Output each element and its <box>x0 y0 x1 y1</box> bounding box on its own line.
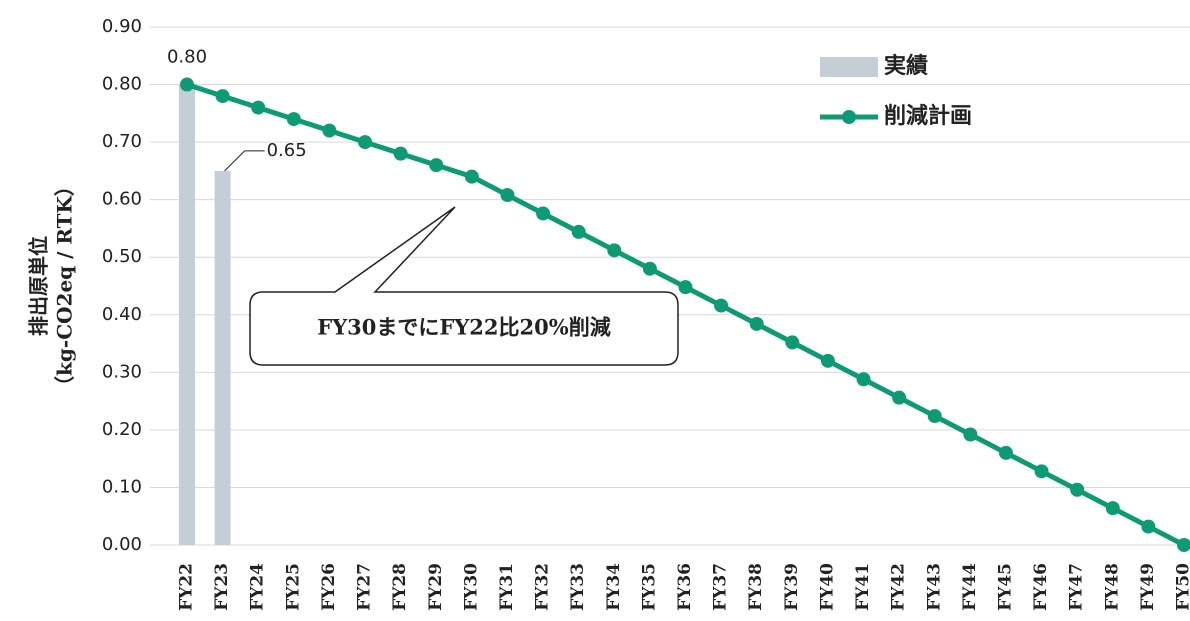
x-tick-label: FY41 <box>853 563 873 611</box>
marker <box>1034 464 1049 479</box>
marker <box>998 445 1013 460</box>
marker <box>749 316 764 331</box>
marker <box>1141 519 1156 534</box>
y-tick-label: 0.10 <box>102 476 142 497</box>
y-label-line: （kg-CO2eq / RTK） <box>53 176 77 396</box>
marker <box>607 243 622 258</box>
x-tick-label: FY40 <box>817 563 837 611</box>
y-tick-label: 0.80 <box>102 74 142 95</box>
data-label: 0.80 <box>167 47 207 68</box>
x-tick-label: FY48 <box>1102 563 1122 611</box>
marker <box>464 169 479 184</box>
x-tick-label: FY49 <box>1138 563 1158 611</box>
marker <box>856 372 871 387</box>
marker <box>1177 538 1190 552</box>
y-tick-label: 0.20 <box>102 419 142 440</box>
x-tick-label: FY34 <box>604 563 624 611</box>
marker <box>785 335 800 350</box>
marker <box>963 427 978 442</box>
legend-swatch <box>820 57 878 77</box>
marker <box>358 135 373 150</box>
marker <box>642 261 657 276</box>
x-tick-label: FY39 <box>782 563 802 611</box>
marker <box>393 146 408 161</box>
legend-label: 削減計画 <box>884 103 972 129</box>
x-tick-label: FY29 <box>426 563 446 611</box>
bar <box>214 170 231 545</box>
x-tick-label: FY35 <box>639 563 659 611</box>
legend-label: 実績 <box>884 53 928 79</box>
y-tick-label: 0.60 <box>102 189 142 210</box>
y-tick-label: 0.50 <box>102 246 142 267</box>
y-tick-label: 0.40 <box>102 304 142 325</box>
y-axis-label: 排出原単位 （kg-CO2eq / RTK） <box>27 176 77 396</box>
callout-box <box>249 206 679 366</box>
marker <box>1070 482 1085 497</box>
marker <box>892 390 907 405</box>
x-tick-label: FY28 <box>390 563 410 611</box>
x-tick-label: FY44 <box>960 563 980 611</box>
x-tick-label: FY46 <box>1031 563 1051 611</box>
x-tick-label: FY36 <box>675 563 695 611</box>
y-tick-label: 0.00 <box>102 534 142 555</box>
x-tick-label: FY37 <box>711 563 731 611</box>
marker <box>678 280 693 295</box>
marker <box>322 123 337 138</box>
data-label: 0.65 <box>267 140 307 161</box>
marker <box>251 100 266 115</box>
x-tick-label: FY32 <box>533 563 553 611</box>
x-tick-label: FY33 <box>568 563 588 611</box>
y-tick-label: 0.30 <box>102 361 142 382</box>
x-tick-label: FY31 <box>497 563 517 611</box>
x-tick-label: FY27 <box>355 563 375 611</box>
marker <box>180 77 194 92</box>
callout: FY30までにFY22比20%削減 <box>249 206 679 366</box>
y-tick-label: 0.90 <box>102 16 142 37</box>
x-tick-label: FY30 <box>461 563 481 611</box>
x-tick-label: FY42 <box>889 563 909 611</box>
legend-swatch <box>842 110 856 124</box>
marks: 0.80 0.65 <box>167 47 1190 552</box>
marker <box>286 112 301 127</box>
marker <box>714 298 729 313</box>
x-tick-label: FY47 <box>1067 563 1087 611</box>
marker <box>1105 501 1120 516</box>
y-tick-label: 0.70 <box>102 131 142 152</box>
marker <box>571 224 586 239</box>
marker <box>536 206 551 221</box>
marker <box>429 158 444 173</box>
x-tick-label: FY43 <box>924 563 944 611</box>
x-tick-label: FY25 <box>283 563 303 611</box>
leader-line <box>224 150 265 172</box>
x-tick-label: FY24 <box>248 563 268 611</box>
x-tick-label: FY38 <box>746 563 766 611</box>
y-label-line: 排出原単位 <box>27 236 51 336</box>
x-tick-label: FY22 <box>177 563 197 611</box>
marker <box>500 188 515 203</box>
marker <box>215 89 230 104</box>
x-tick-label: FY23 <box>212 563 232 611</box>
marker <box>927 409 942 424</box>
x-tick-label: FY45 <box>995 563 1015 611</box>
marker <box>820 353 835 368</box>
bar <box>179 84 195 546</box>
x-tick-label: FY26 <box>319 563 339 611</box>
x-tick-label: FY50 <box>1174 563 1190 611</box>
annotation: FY30までにFY22比20%削減 <box>317 315 610 340</box>
